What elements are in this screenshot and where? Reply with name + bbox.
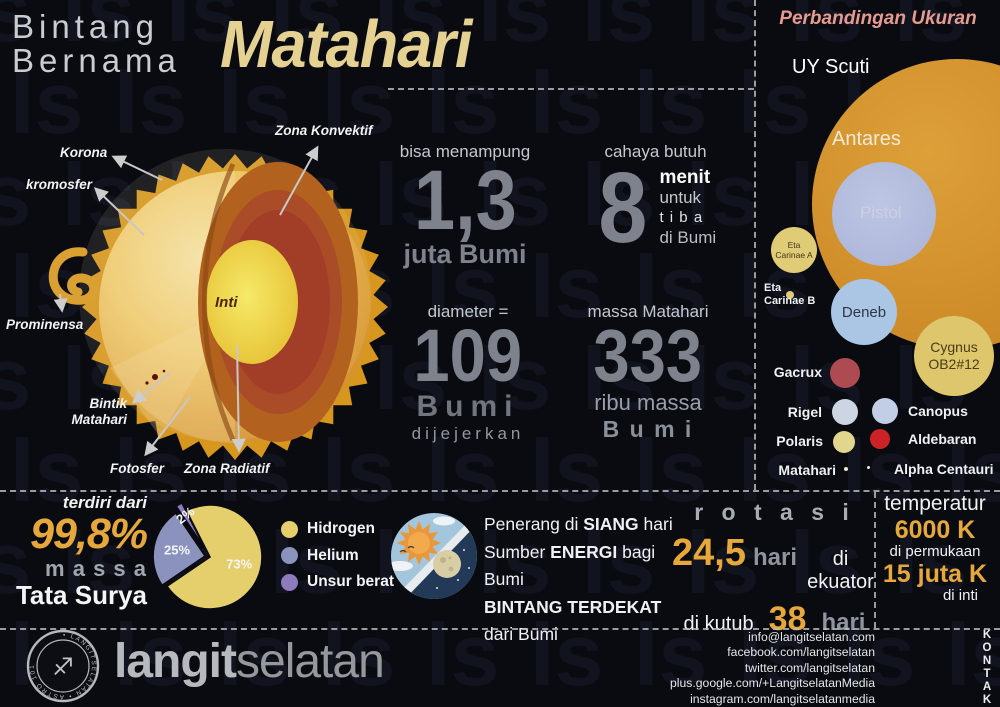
star-label-matahari: Matahari [778,462,836,478]
label-inti: Inti [215,294,238,311]
langitselatan-logo: • LANGITSELATAN • ASTRO 101 ♐ [26,629,100,703]
pie-slice-hidrogen [165,504,263,610]
star-label-eta-carinae-b: Eta Carinae B [764,282,816,307]
kontak-vertical-label: KONTAK [981,629,993,707]
star-circle-cygnus-ob2-12: Cygnus OB2#12 [914,316,994,396]
star-circle-eta-carinae-a: Eta Carinae A [771,227,817,273]
label-kromosfer: kromosfer [26,177,93,192]
rotation-block: r o t a s i 24,5 hari di ekuator di kutu… [672,499,877,639]
star-label-polaris: Polaris [776,433,823,449]
page-title-main: Matahari [220,7,472,82]
size-comparison-panel: Perbandingan Ukuran UY Scuti Antares Pis… [756,0,1000,490]
legend-item-helium: Helium [281,543,394,570]
legend-item-hidrogen: Hidrogen [281,516,394,543]
rotation-equator: 24,5 hari di ekuator [672,532,874,593]
pie-slice-unsur-berat [175,501,207,550]
star-circle-eta-carinae-b [786,291,794,299]
star-circle-polaris [833,431,855,453]
label-korona: Korona [60,145,108,160]
composition-pie-chart: 73%25%2% [152,501,263,610]
stat-capacity-value: 1,3 [413,153,517,247]
star-label-uy-scuti: UY Scuti [792,56,870,78]
day-night-icon [391,513,477,599]
composition-legend: Hidrogen Helium Unsur berat [281,516,394,596]
star-label-aldebaran: Aldebaran [908,431,977,447]
panel-divider [754,0,756,490]
legend-dot-helium [281,547,298,565]
page-title-prefix: Bintang Bernama [12,10,181,78]
sunspot [152,374,158,380]
legend-item-unsur-berat: Unsur berat [281,569,394,596]
star-circle-deneb: Deneb [831,279,897,345]
label-bintik-matahari: Bintik Matahari [71,396,127,427]
stat-diameter-value: 109 [413,314,523,397]
stat-light-value: 8 [598,152,648,264]
stat-mass: massa Matahari 333 ribu massa B u m i [587,302,709,443]
label-fotosfer: Fotosfer [110,461,164,476]
bottom-band-divider [0,490,1000,492]
star-label-rigel: Rigel [787,404,822,420]
contact-email[interactable]: info@langitselatan.com [748,630,875,644]
star-circle-pistol [832,162,936,266]
diagram-arrows [53,145,319,457]
sagittarius-archer-icon: ♐ [52,653,74,681]
star-label-gacrux: Gacrux [773,364,822,380]
contact-links: info@langitselatan.com facebook.com/lang… [545,630,875,707]
contact-instagram[interactable]: instagram.com/langitselatanmedia [690,691,875,706]
stat-capacity: bisa menampung 1,3 juta Bumi [399,142,531,270]
temp-divider [874,492,876,628]
star-circle-gacrux [830,358,860,388]
legend-dot-unsur-berat [281,573,298,591]
solar-mass-block: terdiri dari 99,8% m a s s a Tata Surya [5,493,148,611]
title-divider [388,88,754,90]
pie-label: 73% [226,557,252,572]
label-zona-konvektif: Zona Konvektif [275,123,373,138]
solar-mass-value: 99,8% [30,510,148,558]
fact-line-2: Sumber ENERGI bagi Bumi [484,541,656,590]
core-section [206,240,298,364]
footer-wordmark: langitselatan [114,635,385,688]
surface-temperature: 6000 K [894,515,976,544]
fact-line-3: BINTANG TERDEKAT [484,596,662,617]
core-temperature: 15 juta K [882,560,988,589]
fact-line-1: Penerang di SIANG hari [484,514,673,534]
contact-twitter[interactable]: twitter.com/langitselatan [744,660,875,675]
stat-mass-value: 333 [593,314,703,397]
title-line1: Bintang [12,8,159,45]
label-zona-radiatif: Zona Radiatif [184,461,270,476]
star-circle-rigel [832,399,858,425]
title-line2: Bernama [12,42,181,79]
star-circle-alpha-centauri [867,466,870,469]
star-circle-aldebaran [870,429,890,449]
star-label-alpha-centauri: Alpha Centauri [894,461,994,477]
footer-divider [0,628,1000,630]
sun-cutaway-art [48,145,388,460]
star-label-pistol: Pistol [860,203,902,222]
star-label-antares: Antares [832,128,901,150]
stat-light-travel: cahaya butuh 8 menit untuk t i b a di Bu… [598,142,717,264]
pie-slice-helium [152,511,207,587]
panel-title: Perbandingan Ukuran [779,8,977,29]
legend-dot-hidrogen [281,520,298,538]
star-circle-matahari [844,467,848,471]
temperature-block: temperatur 6000 K di permukaan 15 juta K… [878,492,992,605]
star-label-canopus: Canopus [908,403,968,419]
pie-label: 25% [164,543,190,558]
stat-diameter: diameter = 109 Bumi dijejerkan [411,302,525,444]
star-circle-canopus [872,398,898,424]
contact-googleplus[interactable]: plus.google.com/+LangitselatanMedia [670,676,875,691]
label-prominensa: Prominensa [6,317,84,332]
contact-facebook[interactable]: facebook.com/langitselatan [727,645,875,660]
prominence-loop [48,247,98,305]
